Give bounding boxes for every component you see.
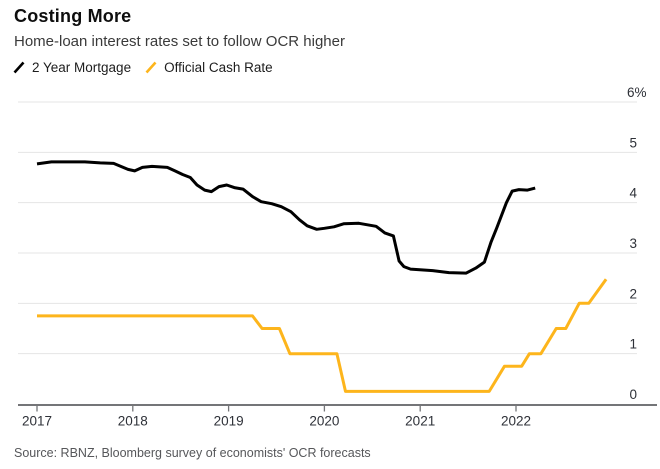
y-axis-tick-label-0: 0 <box>629 387 637 402</box>
y-axis-tick-label-4: 4 <box>629 186 637 201</box>
legend-label-mortgage: 2 Year Mortgage <box>32 60 132 75</box>
chart-title: Costing More <box>14 6 132 26</box>
y-axis-tick-label-2: 2 <box>629 286 637 301</box>
x-axis-tick-label-2017: 2017 <box>22 414 52 429</box>
legend-item-ocr: Official Cash Rate <box>145 60 273 75</box>
mortgage-line-icon <box>13 61 25 74</box>
source-note: Source: RBNZ, Bloomberg survey of econom… <box>14 446 371 460</box>
x-axis-tick-label-2018: 2018 <box>118 414 148 429</box>
x-axis-tick-label-2022: 2022 <box>501 414 531 429</box>
x-axis-tick-label-2021: 2021 <box>405 414 435 429</box>
chart-subtitle: Home-loan interest rates set to follow O… <box>14 33 345 50</box>
official-cash-rate-line <box>37 278 608 393</box>
ocr-line-icon <box>145 61 157 74</box>
y-axis-tick-label-1: 1 <box>629 337 637 352</box>
y-axis-tick-label-6: 6% <box>627 85 647 100</box>
legend-item-mortgage: 2 Year Mortgage <box>13 60 131 75</box>
y-axis-tick-label-5: 5 <box>629 135 637 150</box>
y-axis-tick-label-3: 3 <box>629 236 637 251</box>
x-axis-tick-label-2020: 2020 <box>309 414 339 429</box>
mortgage-rate-line <box>36 160 536 275</box>
chart-legend: 2 Year Mortgage Official Cash Rate <box>13 60 287 75</box>
legend-label-ocr: Official Cash Rate <box>164 60 273 75</box>
x-axis-tick-label-2019: 2019 <box>214 414 244 429</box>
